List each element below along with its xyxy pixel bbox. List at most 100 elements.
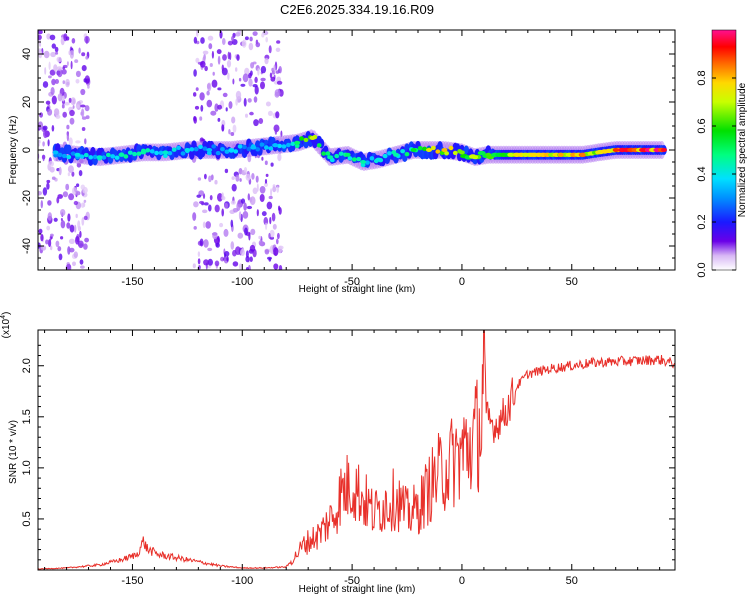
noise-speck [251,173,255,180]
noise-speck [244,67,250,76]
ridge-core [215,150,221,156]
noise-speck [46,182,50,190]
noise-speck [66,124,70,130]
noise-speck [231,176,235,181]
ridge-point-13 [327,155,334,160]
noise-speck [228,101,233,109]
noise-speck [269,217,272,225]
noise-speck [47,212,52,221]
noise-speck [269,72,273,79]
noise-speck [55,114,61,119]
noise-speck [70,60,73,70]
snr-y-ticks: 0.5 1.0 1.5 2.0 [21,344,675,561]
x-tick-label: -50 [344,575,360,587]
noise-speck [193,226,197,230]
ridge-point-14 [344,152,351,157]
ridge-core [299,136,304,141]
colorbar-label: Normalized spectral amplitude [737,82,748,217]
ridge-point-1 [74,152,81,157]
ridge-core [70,151,76,156]
colorbar-tick-label: 0.0 [696,262,708,277]
noise-speck [248,72,252,79]
noise-speck [252,187,258,195]
noise-speck [244,227,248,236]
noise-speck [276,186,280,193]
ridge-core [404,152,410,157]
noise-speck [42,125,48,131]
noise-speck [242,211,249,219]
noise-speck [270,162,274,167]
ridge-core [211,144,217,149]
noise-speck [193,92,197,97]
noise-speck [78,47,81,54]
noise-speck [247,193,250,201]
ridge-core [477,150,486,156]
snr-frame [37,329,676,571]
noise-speck [57,68,63,78]
noise-speck [49,69,56,76]
noise-speck [50,51,56,58]
ridge-point-11 [294,140,301,145]
noise-speck [45,100,51,105]
ridge-core [88,155,94,160]
noise-speck [69,109,75,117]
noise-speck [264,160,268,166]
noise-speck [54,46,59,53]
noise-speck [206,99,213,108]
noise-speck [60,209,66,216]
ridge-core [351,157,357,162]
noise-speck [202,50,209,55]
noise-speck [207,247,213,252]
ridge-core [83,152,89,158]
noise-speck [245,173,251,181]
noise-speck [43,50,50,59]
noise-speck [51,176,56,180]
noise-speck [51,43,56,49]
noise-speck [62,111,67,118]
noise-speck [62,80,66,85]
noise-speck [200,60,206,68]
y-tick-label: 40 [21,48,33,60]
y-tick-label: 2.0 [21,358,33,373]
noise-speck [224,202,229,209]
noise-speck [42,154,45,162]
noise-speck [270,188,273,197]
noise-speck [194,105,200,110]
noise-speck [199,92,205,101]
noise-speck [275,47,281,52]
ridge-core [167,151,173,156]
noise-speck [273,247,279,257]
noise-speck [50,87,55,96]
noise-speck [227,51,230,60]
noise-speck [264,57,269,65]
noise-speck [66,222,71,229]
y-tick-label: -20 [21,190,33,206]
noise-speck [85,56,89,60]
noise-speck [206,90,210,96]
noise-speck [268,45,272,54]
noise-speck [278,66,282,74]
noise-speck [268,232,271,239]
ridge-point-31 [661,148,667,152]
noise-speck [46,225,51,231]
ridge-core [448,145,454,151]
noise-speck [234,32,241,37]
noise-speck [192,263,196,269]
noise-speck [55,240,60,247]
noise-speck [206,83,211,90]
ridge-core [400,149,405,154]
noise-speck [73,200,79,206]
ridge-point-20 [441,148,448,152]
noise-speck [193,36,198,44]
noise-speck [211,50,214,59]
noise-speck [272,186,277,193]
noise-speck [243,167,248,173]
noise-speck [81,108,85,118]
noise-speck [62,191,68,198]
noise-speck [265,36,269,43]
noise-speck [193,201,199,208]
noise-speck [203,239,209,248]
noise-speck [230,219,234,228]
noise-speck [49,166,55,173]
colorbar-tick-label: 0.6 [696,118,708,133]
